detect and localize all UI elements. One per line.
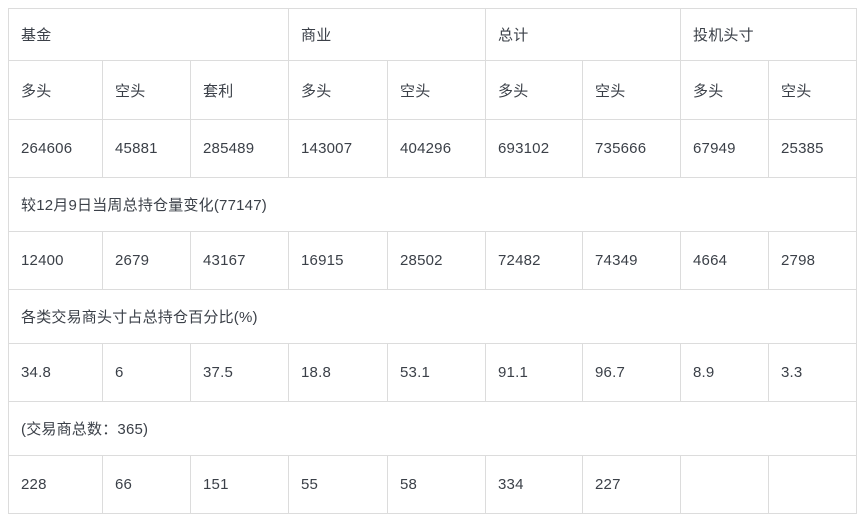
table-cell: 334 [485, 455, 583, 514]
sub-header-speculative-short: 空头 [768, 60, 857, 120]
section-note-row: 各类交易商头寸占总持仓百分比(%) [8, 289, 857, 344]
group-header-total: 总计 [485, 8, 681, 61]
sub-header-speculative-long: 多头 [680, 60, 769, 120]
table-cell: 735666 [582, 119, 681, 178]
table-cell: 72482 [485, 231, 583, 290]
table-cell: 2798 [768, 231, 857, 290]
table-cell: 74349 [582, 231, 681, 290]
sub-header-total-long: 多头 [485, 60, 583, 120]
sub-header-commercial-long: 多头 [288, 60, 388, 120]
table-cell: 12400 [8, 231, 103, 290]
table-cell: 25385 [768, 119, 857, 178]
group-header-row: 基金 商业 总计 投机头寸 [8, 8, 857, 61]
table-cell: 96.7 [582, 343, 681, 402]
table-cell: 143007 [288, 119, 388, 178]
table-cell: 91.1 [485, 343, 583, 402]
table-cell: 58 [387, 455, 486, 514]
table-cell: 37.5 [190, 343, 289, 402]
table-cell: 151 [190, 455, 289, 514]
section-note-row: (交易商总数：365) [8, 401, 857, 456]
table-cell: 8.9 [680, 343, 769, 402]
table-cell: 16915 [288, 231, 388, 290]
note-percent-of-open-interest: 各类交易商头寸占总持仓百分比(%) [8, 289, 857, 344]
note-total-traders: (交易商总数：365) [8, 401, 857, 456]
table-row: 12400 2679 43167 16915 28502 72482 74349… [8, 231, 857, 290]
table-cell [680, 455, 769, 514]
cot-positions-table: 基金 商业 总计 投机头寸 多头 空头 套利 多头 空头 多头 空头 多头 空头… [8, 8, 857, 514]
group-header-commercial: 商业 [288, 8, 486, 61]
table-cell [768, 455, 857, 514]
sub-header-fund-long: 多头 [8, 60, 103, 120]
group-header-speculative: 投机头寸 [680, 8, 857, 61]
table-cell: 693102 [485, 119, 583, 178]
table-cell: 6 [102, 343, 191, 402]
table-cell: 18.8 [288, 343, 388, 402]
sub-header-row: 多头 空头 套利 多头 空头 多头 空头 多头 空头 [8, 60, 857, 120]
section-note-row: 较12月9日当周总持仓量变化(77147) [8, 177, 857, 232]
sub-header-commercial-short: 空头 [387, 60, 486, 120]
table-cell: 55 [288, 455, 388, 514]
table-cell: 43167 [190, 231, 289, 290]
note-open-interest-change: 较12月9日当周总持仓量变化(77147) [8, 177, 857, 232]
table-cell: 45881 [102, 119, 191, 178]
sub-header-fund-short: 空头 [102, 60, 191, 120]
table-row: 228 66 151 55 58 334 227 [8, 455, 857, 514]
table-row: 34.8 6 37.5 18.8 53.1 91.1 96.7 8.9 3.3 [8, 343, 857, 402]
table-cell: 2679 [102, 231, 191, 290]
table-cell: 228 [8, 455, 103, 514]
table-cell: 34.8 [8, 343, 103, 402]
table-body: 基金 商业 总计 投机头寸 多头 空头 套利 多头 空头 多头 空头 多头 空头… [8, 8, 857, 514]
group-header-fund: 基金 [8, 8, 289, 61]
table-cell: 264606 [8, 119, 103, 178]
table-cell: 3.3 [768, 343, 857, 402]
table-cell: 53.1 [387, 343, 486, 402]
sub-header-total-short: 空头 [582, 60, 681, 120]
table-cell: 285489 [190, 119, 289, 178]
table-cell: 404296 [387, 119, 486, 178]
table-row: 264606 45881 285489 143007 404296 693102… [8, 119, 857, 178]
cot-table-container: 基金 商业 总计 投机头寸 多头 空头 套利 多头 空头 多头 空头 多头 空头… [8, 8, 857, 514]
table-cell: 67949 [680, 119, 769, 178]
table-cell: 66 [102, 455, 191, 514]
table-cell: 227 [582, 455, 681, 514]
table-cell: 4664 [680, 231, 769, 290]
table-cell: 28502 [387, 231, 486, 290]
sub-header-fund-spread: 套利 [190, 60, 289, 120]
